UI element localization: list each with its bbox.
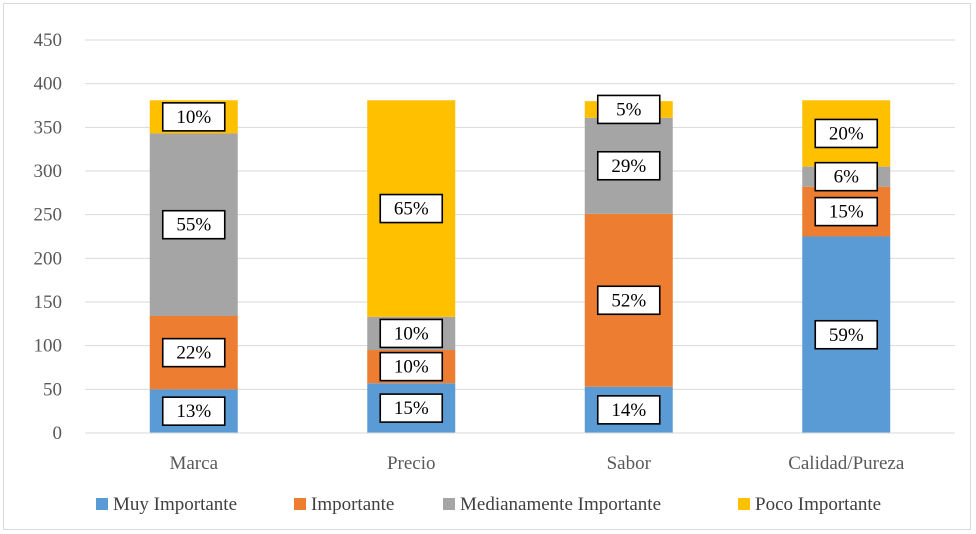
y-tick-label: 200: [34, 248, 63, 269]
data-label: 59%: [829, 325, 864, 346]
y-tick-label: 250: [34, 205, 63, 226]
data-label: 13%: [176, 401, 211, 422]
data-label-box: [596, 150, 661, 181]
data-label: 10%: [394, 357, 429, 378]
data-label: 52%: [611, 290, 646, 311]
y-tick-label: 100: [34, 336, 63, 357]
legend-swatch: [738, 498, 750, 510]
data-label-box: [161, 396, 226, 426]
data-label-box: [814, 161, 879, 192]
y-tick-label: 350: [34, 117, 63, 138]
legend-label: Importante: [311, 494, 394, 515]
y-axis: 0 50 100 150 200 250 300 350 400 450: [34, 30, 63, 444]
data-label-box: [379, 193, 444, 224]
data-label: 29%: [611, 156, 646, 177]
bars: [149, 100, 891, 433]
y-tick-label: 50: [43, 379, 62, 400]
data-label: 15%: [829, 202, 864, 223]
data-label-box: [814, 118, 879, 149]
legend-swatch: [294, 498, 306, 510]
data-label-box: [379, 393, 444, 423]
data-label-box: [814, 196, 879, 227]
data-label-box: [379, 351, 444, 382]
data-label-box: [161, 209, 226, 240]
data-label: 55%: [176, 215, 211, 236]
x-axis: Marca Precio Sabor Calidad/Pureza: [85, 432, 955, 474]
x-category-label: Marca: [169, 453, 218, 474]
data-label-box: [161, 337, 226, 368]
data-label-box: [379, 318, 444, 349]
legend: Muy Importante Importante Medianamente Imp…: [96, 494, 881, 515]
data-label: 5%: [616, 99, 642, 120]
y-tick-label: 450: [34, 30, 63, 51]
legend-label: Poco Importante: [755, 494, 881, 515]
data-label-box: [596, 94, 661, 125]
data-label-box: [596, 395, 661, 425]
data-labels: 13% 22% 55% 10% 15% 10% 10% 65% 14% 52% 29% 5% 59% 15…: [161, 94, 879, 426]
data-label: 65%: [394, 199, 429, 220]
y-tick-label: 0: [53, 423, 63, 444]
data-label-box: [161, 102, 226, 132]
data-label: 22%: [176, 343, 211, 364]
legend-swatch: [96, 498, 108, 510]
y-tick-label: 400: [34, 74, 63, 95]
data-label-box: [814, 319, 879, 350]
x-category-label: Calidad/Pureza: [788, 453, 905, 474]
legend-label: Muy Importante: [113, 494, 237, 515]
data-label-box: [596, 285, 661, 316]
x-category-label: Sabor: [607, 453, 652, 474]
legend-swatch: [443, 498, 455, 510]
y-tick-label: 300: [34, 161, 63, 182]
x-category-label: Precio: [387, 453, 436, 474]
data-label: 10%: [394, 323, 429, 344]
data-label: 14%: [611, 400, 646, 421]
data-label: 15%: [394, 398, 429, 419]
y-tick-label: 150: [34, 292, 63, 313]
data-label: 10%: [176, 107, 211, 128]
data-label: 6%: [834, 167, 860, 188]
data-label: 20%: [829, 123, 864, 144]
legend-label: Medianamente Importante: [460, 494, 661, 515]
